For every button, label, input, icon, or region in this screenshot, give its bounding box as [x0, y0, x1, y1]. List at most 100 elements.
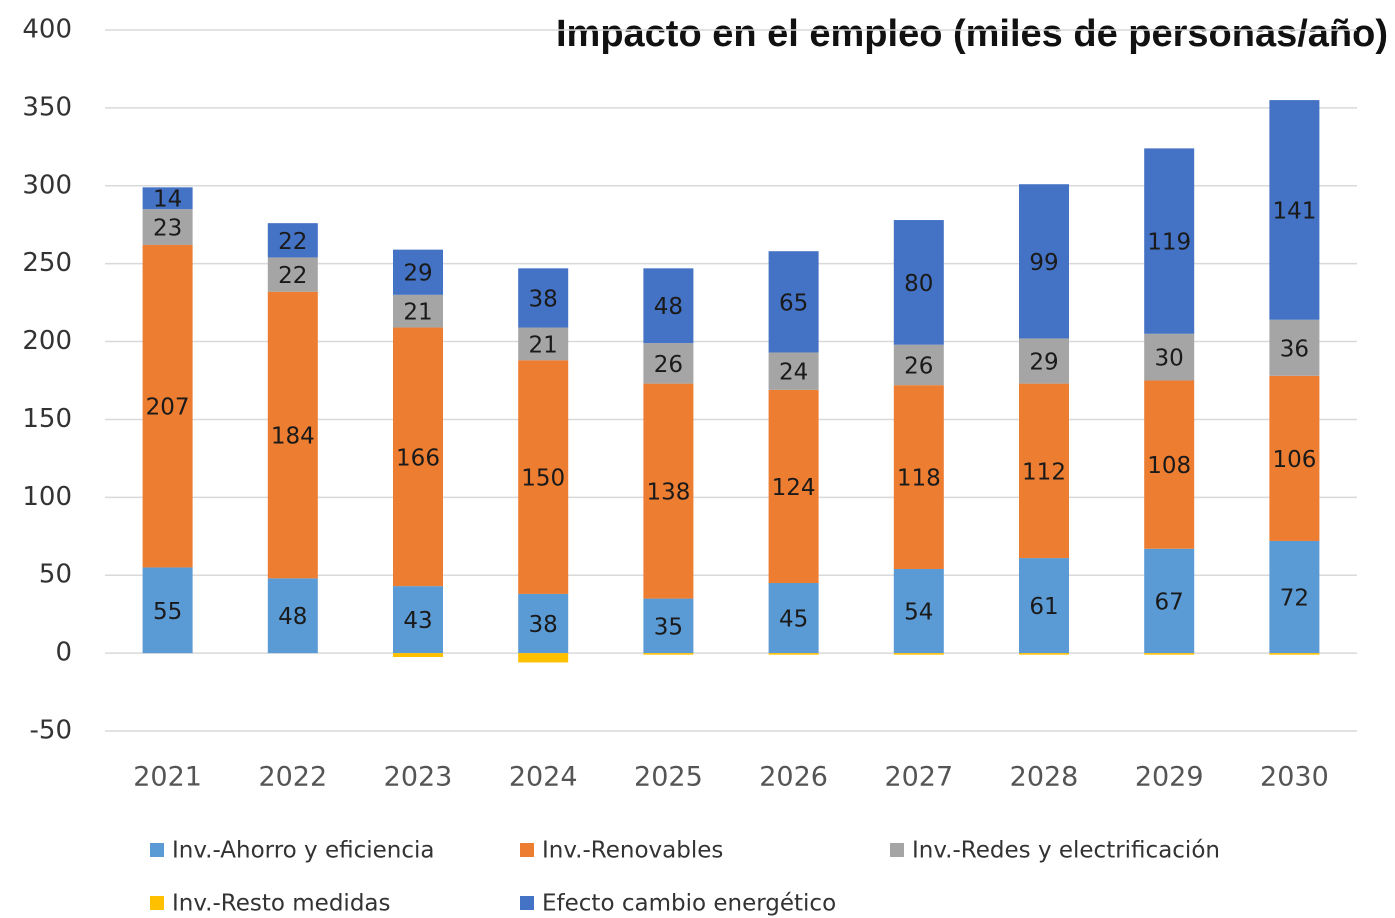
legend-swatch	[520, 896, 534, 910]
data-label: 24	[779, 360, 808, 386]
bar-segment	[643, 268, 694, 344]
bar-segment	[142, 209, 193, 245]
bar-segment	[1144, 148, 1195, 334]
bar-segment	[1019, 338, 1069, 384]
data-label: 30	[1155, 346, 1184, 372]
bar-segment	[1269, 653, 1320, 655]
x-tick-label: 2030	[1260, 762, 1329, 793]
x-tick-label: 2029	[1135, 762, 1204, 793]
bar-segment	[1144, 333, 1195, 381]
bar-segment	[142, 567, 193, 654]
x-tick-label: 2025	[634, 762, 703, 793]
data-label: 36	[1280, 336, 1309, 362]
data-label: 141	[1272, 198, 1316, 224]
x-tick-label: 2026	[759, 762, 828, 793]
data-label: 166	[396, 445, 440, 471]
data-label: 38	[529, 612, 558, 638]
bar-segment	[142, 187, 193, 210]
y-tick-label: 50	[39, 560, 72, 590]
data-label: 112	[1022, 459, 1066, 485]
x-tick-label: 2021	[133, 762, 202, 793]
bar-segment	[643, 653, 694, 655]
data-label: 207	[146, 395, 190, 421]
y-tick-label: 400	[22, 15, 72, 45]
bar-segment	[393, 249, 443, 295]
bar-segment	[643, 598, 694, 654]
x-tick-label: 2023	[384, 762, 453, 793]
y-tick-label: 150	[22, 404, 72, 434]
data-label: 43	[403, 608, 432, 634]
x-tick-label: 2024	[509, 762, 578, 793]
y-tick-label: 250	[22, 248, 72, 278]
y-tick-label: 300	[22, 170, 72, 200]
y-tick-label: 0	[55, 638, 72, 668]
x-tick-label: 2027	[884, 762, 953, 793]
legend-label: Inv.-Ahorro y eficiencia	[172, 838, 435, 864]
data-label: 124	[772, 475, 816, 501]
data-label: 48	[654, 294, 683, 320]
data-label: 38	[529, 286, 558, 312]
bar-segment	[393, 327, 443, 587]
data-label: 26	[654, 352, 683, 378]
x-tick-label: 2028	[1010, 762, 1079, 793]
data-label: 21	[403, 300, 432, 326]
bar-segment	[1019, 383, 1069, 559]
bar-segment	[1269, 540, 1320, 654]
data-label: 54	[904, 600, 933, 626]
data-label: 106	[1272, 447, 1316, 473]
bar-segment	[267, 291, 318, 579]
bar-segment	[518, 327, 569, 361]
chart-title: Impacto en el empleo (miles de personas/…	[556, 13, 1388, 55]
data-label: 29	[403, 261, 432, 287]
data-label: 23	[153, 216, 182, 242]
legend-swatch	[150, 843, 164, 857]
bar-segment	[893, 653, 944, 655]
data-label: 99	[1029, 250, 1058, 276]
y-tick-label: 200	[22, 326, 72, 356]
data-label: 29	[1029, 350, 1058, 376]
data-label: 65	[779, 290, 808, 316]
data-label: 22	[278, 229, 307, 255]
bar-segment	[643, 343, 694, 384]
bar-segment	[768, 583, 819, 654]
bar-segment	[1019, 653, 1069, 655]
data-label: 138	[646, 480, 690, 506]
bar-segment	[768, 251, 819, 353]
bar-segment	[1269, 319, 1320, 376]
data-label: 80	[904, 271, 933, 297]
bar-segment	[393, 294, 443, 328]
bar-segment	[893, 568, 944, 654]
data-label: 61	[1029, 594, 1058, 620]
bar-segment	[267, 257, 318, 292]
y-tick-label: -50	[30, 716, 72, 746]
legend-label: Inv.-Renovables	[542, 838, 723, 864]
legend-label: Inv.-Redes y electrificación	[912, 838, 1220, 864]
bar-segment	[518, 593, 569, 654]
bar-segment	[1019, 184, 1069, 339]
data-label: 35	[654, 614, 683, 640]
data-label: 14	[153, 187, 182, 213]
data-label: 45	[779, 607, 808, 633]
legend-swatch	[520, 843, 534, 857]
bar-segment	[1144, 653, 1195, 655]
bar-segment	[768, 389, 819, 584]
bar-segment	[393, 586, 443, 654]
bar-segment	[267, 223, 318, 258]
legend-label: Inv.-Resto medidas	[172, 891, 391, 917]
data-label: 184	[271, 424, 315, 450]
legend-swatch	[150, 896, 164, 910]
data-label: 118	[897, 466, 941, 492]
legend-swatch	[890, 843, 904, 857]
data-label: 48	[278, 604, 307, 630]
bar-segment	[768, 653, 819, 655]
bar-segment	[643, 383, 694, 599]
bar-segment	[518, 268, 569, 328]
bar-segment	[1019, 558, 1069, 654]
bar-segment	[518, 653, 569, 663]
data-label: 22	[278, 263, 307, 289]
bar-segment	[1144, 548, 1195, 654]
bar-segment	[893, 220, 944, 345]
bar-segment	[893, 344, 944, 386]
data-label: 119	[1147, 230, 1191, 256]
